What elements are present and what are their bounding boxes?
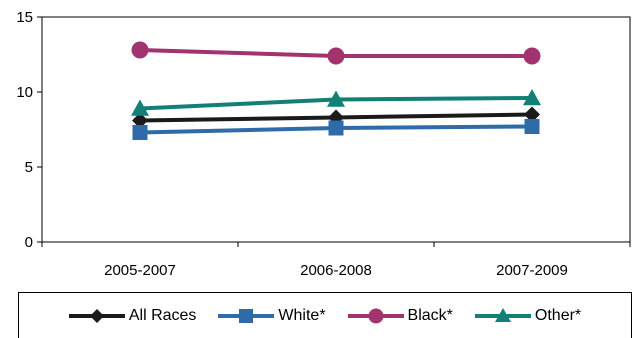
diamond-marker: [89, 308, 104, 323]
legend-item-all-races: All Races: [68, 306, 197, 325]
legend-marker-all-races: [68, 308, 125, 323]
legend-label-other: Other*: [534, 306, 582, 324]
legend-marker-black: [347, 308, 404, 323]
data-point: [523, 89, 541, 106]
legend-marker-other: [474, 307, 531, 322]
legend: All Races White* Black* Other*: [18, 292, 632, 338]
data-point: [327, 47, 345, 65]
legend-marker-white: [218, 308, 275, 323]
circle-marker: [368, 308, 384, 323]
y-tick-label: 10: [16, 84, 33, 101]
data-point: [524, 119, 540, 134]
legend-item-other: Other*: [474, 306, 582, 325]
legend-label-all-races: All Races: [128, 306, 197, 324]
legend-item-white: White*: [218, 306, 326, 325]
legend-item-black: Black*: [347, 306, 453, 325]
y-tick-label: 15: [16, 9, 33, 26]
data-point: [131, 99, 149, 116]
data-point: [132, 112, 148, 129]
legend-label-black: Black*: [407, 306, 453, 324]
data-point: [524, 106, 540, 123]
x-tick-label: 2005-2007: [104, 262, 176, 279]
line-chart: 0 5 10 15 2005-2007 2006-2008 2007-2009: [16, 9, 631, 279]
data-point: [328, 120, 344, 136]
square-marker: [239, 308, 254, 323]
legend-label-white: White*: [278, 306, 326, 324]
plot-area-border: [41, 16, 631, 243]
y-tick-label: 0: [25, 234, 33, 251]
data-point: [327, 90, 345, 107]
x-tick-label: 2006-2008: [300, 262, 372, 279]
y-tick-label: 5: [25, 159, 33, 176]
data-point: [131, 41, 149, 59]
data-point: [523, 47, 541, 65]
x-tick-label: 2007-2009: [496, 262, 568, 279]
triangle-marker: [494, 307, 511, 322]
data-point: [132, 125, 148, 140]
